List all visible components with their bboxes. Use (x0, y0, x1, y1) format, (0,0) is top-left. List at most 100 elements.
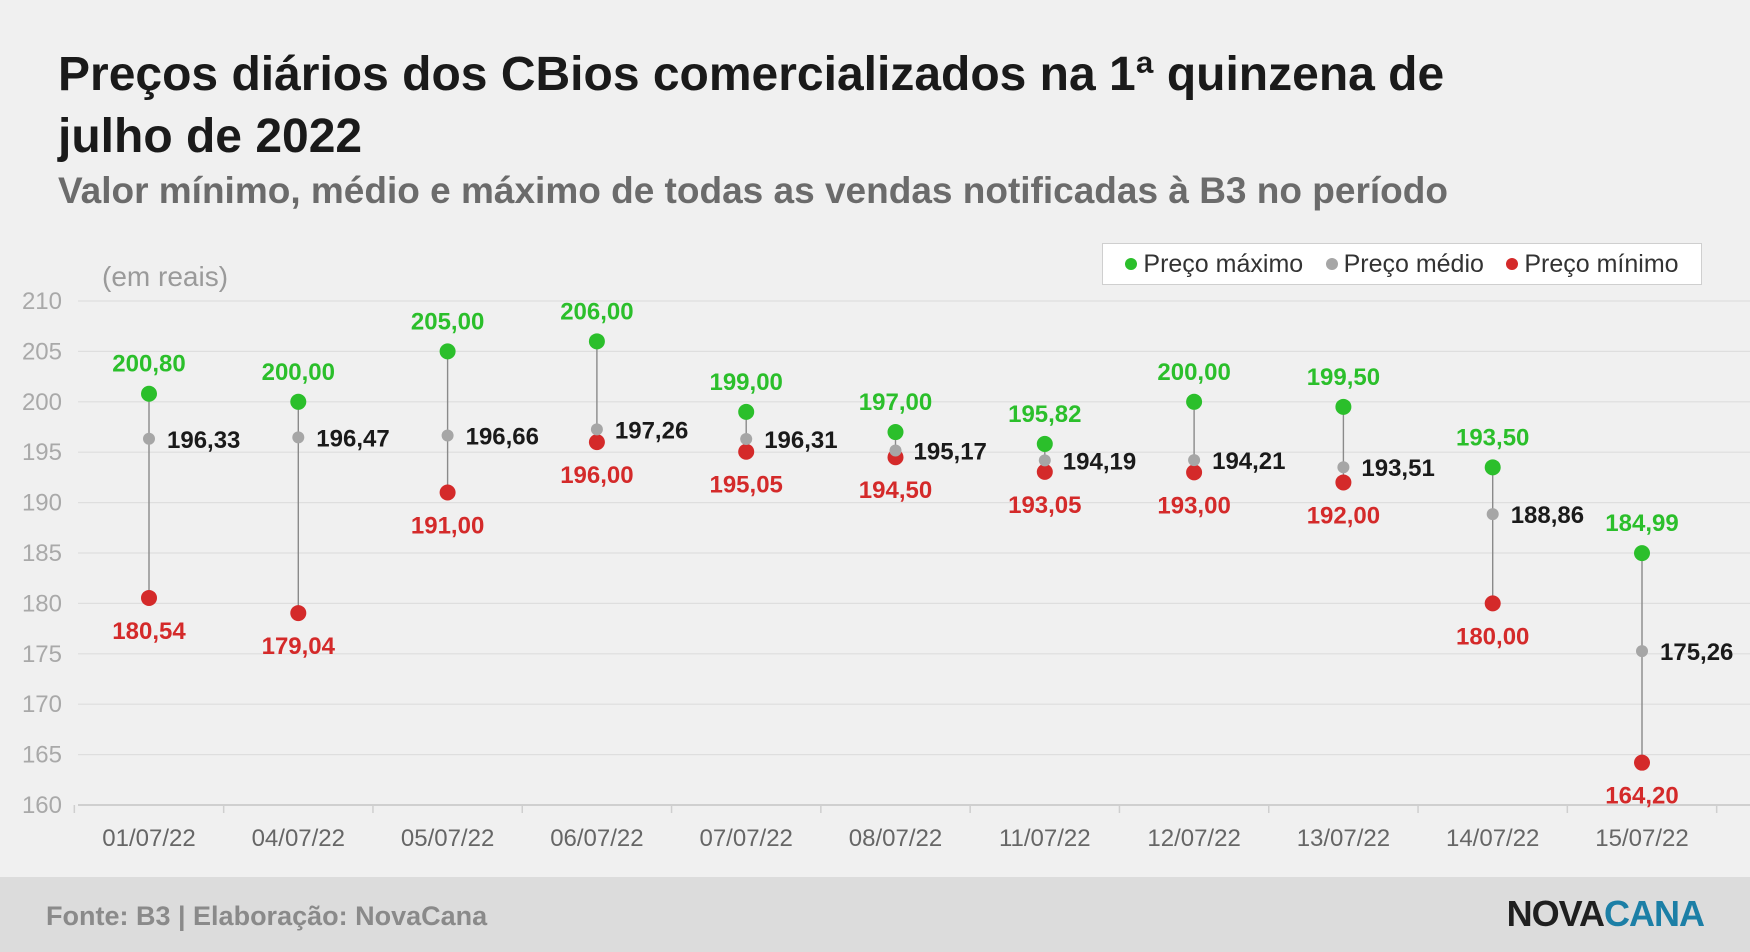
point-avg (292, 431, 305, 444)
data-label-min: 164,20 (1605, 783, 1678, 810)
point-min (439, 484, 456, 501)
data-label-max: 205,00 (411, 308, 484, 335)
legend-label-max: Preço máximo (1143, 249, 1304, 278)
data-label-min: 179,04 (262, 633, 336, 660)
data-label-max: 184,99 (1605, 510, 1678, 537)
data-label-max: 200,00 (262, 359, 335, 386)
point-min (1036, 463, 1053, 480)
x-tick-label: 07/07/22 (699, 825, 792, 852)
data-label-max: 193,50 (1456, 424, 1529, 451)
x-tick-label: 04/07/22 (252, 825, 345, 852)
point-min (738, 443, 755, 460)
novacana-logo: NOVACANA (1506, 893, 1705, 935)
x-tick-label: 12/07/22 (1147, 825, 1240, 852)
point-avg (1188, 454, 1201, 467)
data-label-min: 194,50 (859, 477, 932, 504)
point-max (1484, 459, 1501, 476)
data-label-max: 200,80 (112, 351, 185, 378)
point-min (588, 434, 605, 451)
y-tick-label-190: 190 (22, 490, 62, 517)
point-max (588, 333, 605, 350)
data-label-max: 197,00 (859, 389, 932, 416)
x-tick-label: 06/07/22 (550, 825, 643, 852)
point-avg (1636, 645, 1648, 658)
data-label-max: 200,00 (1157, 359, 1230, 386)
point-min (1484, 595, 1501, 612)
data-label-avg: 194,19 (1063, 448, 1136, 475)
point-avg (590, 423, 603, 436)
point-min (141, 589, 157, 606)
point-min (1186, 464, 1203, 481)
point-min (1634, 754, 1650, 771)
y-axis-unit-label: (em reais) (102, 261, 228, 292)
point-max (439, 343, 456, 360)
footer-bar: Fonte: B3 | Elaboração: NovaCana NOVACAN… (0, 877, 1750, 952)
y-tick-label-200: 200 (22, 389, 62, 416)
data-label-avg: 175,26 (1660, 639, 1733, 666)
data-label-avg: 197,26 (615, 417, 688, 444)
point-max (290, 393, 307, 410)
point-avg (143, 432, 155, 445)
data-label-avg: 193,51 (1361, 455, 1434, 482)
data-label-min: 180,00 (1456, 623, 1529, 650)
data-label-avg: 196,31 (764, 427, 837, 454)
data-label-avg: 188,86 (1511, 502, 1584, 529)
legend-item-avg: Preço médio (1325, 249, 1484, 279)
data-label-max: 199,00 (709, 369, 782, 396)
y-tick-label-195: 195 (22, 439, 62, 466)
x-tick-label: 05/07/22 (401, 825, 494, 852)
point-max (887, 424, 904, 441)
data-label-avg: 196,33 (167, 427, 240, 454)
data-label-min: 191,00 (411, 513, 484, 540)
chart-legend: Preço máximo Preço médio Preço mínimo (1102, 243, 1702, 285)
data-label-avg: 196,66 (466, 423, 539, 450)
legend-label-avg: Preço médio (1343, 249, 1484, 278)
chart-subtitle: Valor mínimo, médio e máximo de todas as… (58, 170, 1448, 211)
data-label-avg: 195,17 (914, 438, 987, 465)
point-avg (1038, 454, 1051, 467)
data-label-min: 192,00 (1307, 502, 1380, 529)
y-tick-label-165: 165 (22, 742, 62, 769)
data-label-avg: 194,21 (1212, 448, 1285, 475)
point-max (738, 403, 755, 420)
point-max (1634, 545, 1650, 562)
point-avg (889, 444, 902, 457)
legend-dot-max (1125, 258, 1138, 270)
logo-part-nova: NOVA (1506, 893, 1605, 934)
chart-title: Preços diários dos CBios comercializados… (58, 48, 1445, 163)
y-tick-label-210: 210 (22, 288, 62, 315)
data-label-min: 193,00 (1157, 492, 1230, 519)
point-min (1335, 474, 1352, 491)
point-max (1186, 393, 1203, 410)
data-label-min: 180,54 (112, 618, 186, 645)
legend-dot-avg (1325, 258, 1338, 270)
source-text: Fonte: B3 | Elaboração: NovaCana (46, 901, 488, 931)
x-tick-label: 08/07/22 (849, 825, 942, 852)
x-tick-label: 13/07/22 (1297, 825, 1390, 852)
y-tick-label-170: 170 (22, 691, 62, 718)
data-label-min: 193,05 (1008, 492, 1081, 519)
x-tick-label: 01/07/22 (102, 825, 195, 852)
x-tick-label: 14/07/22 (1446, 825, 1539, 852)
legend-item-max: Preço máximo (1125, 250, 1303, 279)
logo-part-cana: CANA (1604, 893, 1705, 934)
y-tick-label-180: 180 (22, 590, 62, 617)
point-max (141, 385, 157, 402)
legend-label-min: Preço mínimo (1524, 249, 1679, 278)
point-min (290, 605, 307, 622)
y-tick-label-175: 175 (22, 641, 62, 668)
point-avg (441, 429, 454, 442)
data-label-max: 206,00 (560, 298, 633, 325)
y-tick-label-205: 205 (22, 338, 62, 365)
x-tick-label: 11/07/22 (999, 825, 1091, 852)
data-label-max: 195,82 (1008, 401, 1081, 428)
data-label-min: 196,00 (560, 462, 633, 489)
point-avg (740, 432, 753, 445)
y-tick-label-185: 185 (22, 540, 62, 567)
data-label-max: 199,50 (1307, 364, 1380, 391)
legend-item-min: Preço mínimo (1506, 249, 1679, 279)
data-label-min: 195,05 (709, 472, 782, 499)
y-tick-label-160: 160 (22, 792, 62, 819)
point-max (1036, 435, 1053, 452)
dot-range-chart: (em reais) 160 165 170 175 180 185 190 195 200 205… (22, 261, 1750, 852)
